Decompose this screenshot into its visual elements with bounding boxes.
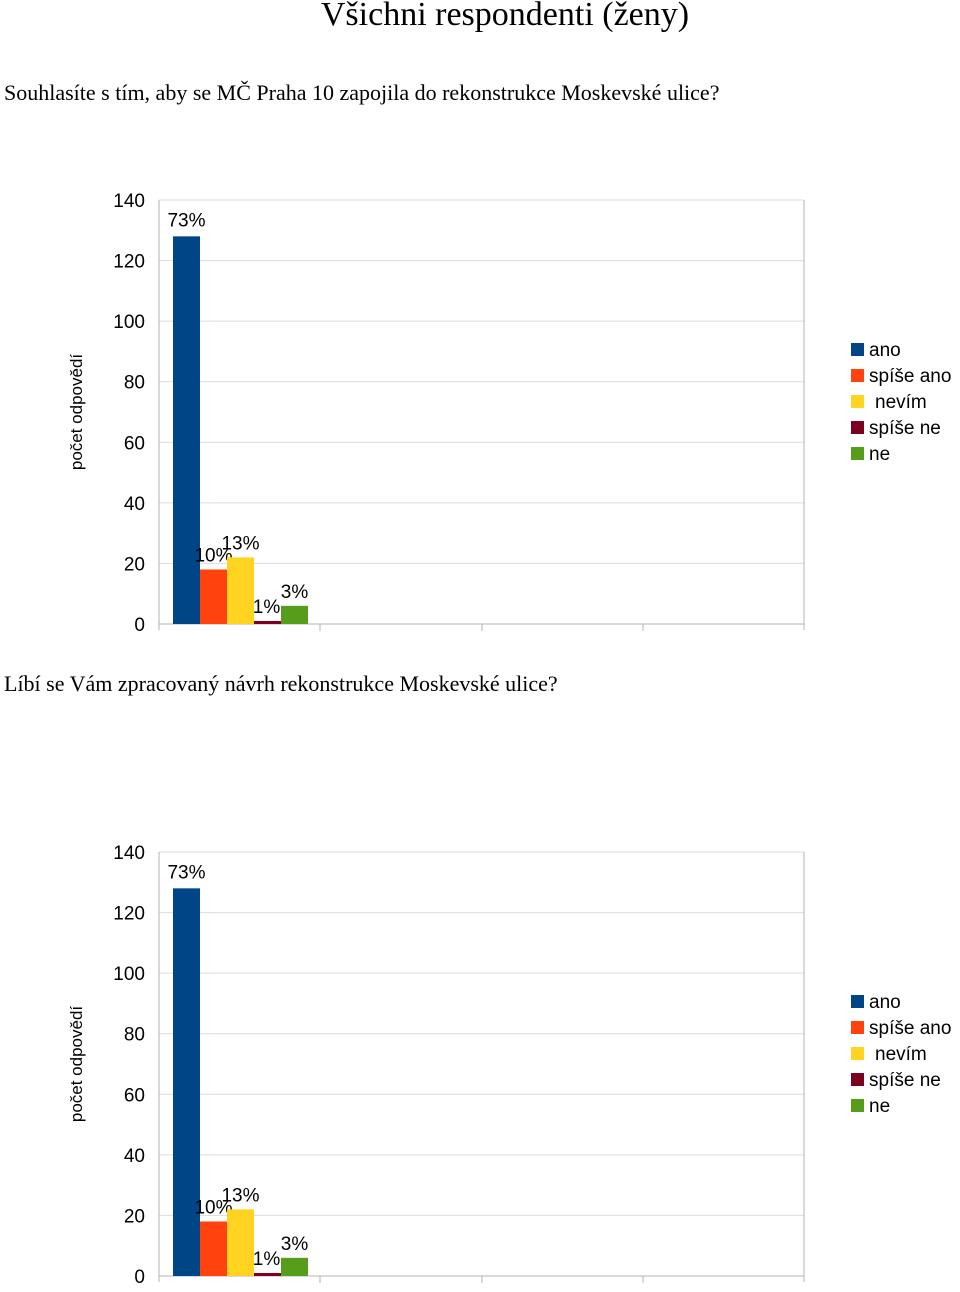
legend-label: ano bbox=[869, 340, 901, 361]
data-label: 73% bbox=[167, 862, 205, 883]
bar-0 bbox=[173, 888, 200, 1276]
bar-4 bbox=[281, 1257, 308, 1276]
data-label: 1% bbox=[253, 1249, 281, 1270]
data-label: 3% bbox=[281, 582, 309, 603]
y-tick-label: 140 bbox=[113, 191, 145, 212]
legend-swatch bbox=[851, 447, 864, 460]
data-label: 73% bbox=[167, 210, 205, 231]
legend-label: spíše ne bbox=[869, 1070, 941, 1091]
y-tick-label: 120 bbox=[113, 904, 145, 925]
legend-label: ano bbox=[869, 992, 901, 1013]
chart-2: 0 20 40 60 80 100 120 140 počet odpovědí 73% 10% 13… bbox=[0, 832, 960, 1292]
bar-3 bbox=[254, 620, 281, 624]
data-label: 3% bbox=[281, 1234, 309, 1255]
bar-0 bbox=[173, 236, 200, 624]
bar-1 bbox=[200, 1221, 227, 1276]
y-axis-label: počet odpovědí bbox=[67, 354, 86, 471]
legend-swatch bbox=[851, 1047, 864, 1060]
chart-1: 0 20 40 60 80 100 120 140 počet odpovědí 73% 10% 13… bbox=[0, 180, 960, 640]
legend-label: spíše ano bbox=[869, 366, 951, 387]
bar-2 bbox=[227, 1209, 254, 1276]
y-tick-label: 140 bbox=[113, 843, 145, 864]
legend-label: ne bbox=[869, 1096, 890, 1117]
y-axis-label: počet odpovědí bbox=[67, 1006, 86, 1123]
legend-swatch bbox=[851, 395, 864, 408]
question-1-text: Souhlasíte s tím, aby se MČ Praha 10 zap… bbox=[4, 80, 720, 105]
legend-label: ne bbox=[869, 444, 890, 465]
legend-swatch bbox=[851, 369, 864, 382]
data-label: 10% bbox=[194, 545, 232, 566]
y-tick-label: 40 bbox=[124, 494, 145, 515]
legend-swatch bbox=[851, 1073, 864, 1086]
bar-3 bbox=[254, 1272, 281, 1276]
chart-2-svg: 0 20 40 60 80 100 120 140 počet odpovědí 73% 10%13… bbox=[67, 843, 951, 1288]
legend-swatch bbox=[851, 343, 864, 356]
page-title: Všichni respondenti (ženy) bbox=[320, 0, 690, 33]
data-label: 13% bbox=[221, 533, 259, 554]
y-tick-label: 40 bbox=[124, 1146, 145, 1167]
y-tick-label: 20 bbox=[124, 554, 145, 575]
legend-label: spíše ano bbox=[869, 1018, 951, 1039]
y-tick-label: 60 bbox=[124, 433, 145, 454]
legend-swatch bbox=[851, 1099, 864, 1112]
data-label: 10% bbox=[194, 1197, 232, 1218]
data-label: 1% bbox=[253, 597, 281, 618]
legend-label: nevím bbox=[875, 392, 927, 413]
y-tick-label: 100 bbox=[113, 312, 145, 333]
y-tick-label: 20 bbox=[124, 1206, 145, 1227]
question-2-text: Líbí se Vám zpracovaný návrh rekonstrukc… bbox=[4, 671, 558, 696]
legend-swatch bbox=[851, 1021, 864, 1034]
y-tick-label: 120 bbox=[113, 252, 145, 273]
bar-1 bbox=[200, 569, 227, 624]
y-tick-label: 0 bbox=[134, 615, 145, 636]
y-tick-label: 100 bbox=[113, 964, 145, 985]
legend-label: nevím bbox=[875, 1044, 927, 1065]
chart-1-svg: 0 20 40 60 80 100 120 140 počet odpovědí 73% 10%13… bbox=[67, 191, 951, 636]
y-tick-label: 0 bbox=[134, 1267, 145, 1288]
data-label: 13% bbox=[221, 1185, 259, 1206]
legend-swatch bbox=[851, 995, 864, 1008]
y-tick-label: 80 bbox=[124, 373, 145, 394]
y-tick-label: 80 bbox=[124, 1025, 145, 1046]
bar-4 bbox=[281, 605, 308, 624]
y-tick-label: 60 bbox=[124, 1085, 145, 1106]
legend-label: spíše ne bbox=[869, 418, 941, 439]
legend-swatch bbox=[851, 421, 864, 434]
bar-2 bbox=[227, 557, 254, 624]
